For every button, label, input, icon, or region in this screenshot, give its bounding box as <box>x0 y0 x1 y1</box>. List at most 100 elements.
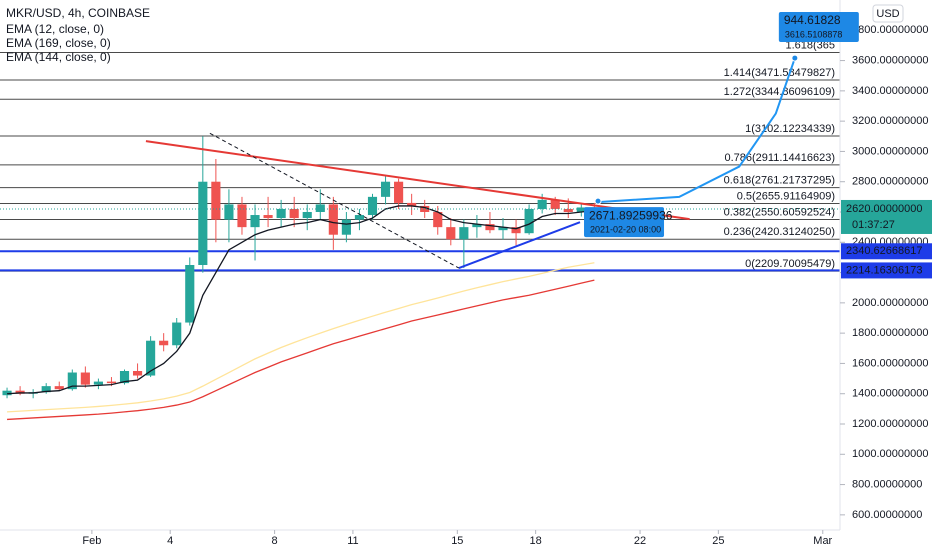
candle-body <box>459 227 469 240</box>
y-tick-label: 1000.00000000 <box>852 448 928 460</box>
chart-title: MKR/USD, 4h, COINBASE <box>6 6 150 20</box>
candle-body <box>172 322 182 346</box>
candle-body <box>420 205 430 212</box>
x-tick-label: 4 <box>167 535 173 547</box>
tooltip-sub: 3616.5108878 <box>785 29 843 39</box>
candle-body <box>550 199 560 209</box>
fib-label: 0.236(2420.31240250) <box>724 226 835 238</box>
tooltip-sub: 2021-02-20 08:00 <box>590 224 661 234</box>
tooltip-box <box>778 12 859 42</box>
x-tick-label: 11 <box>347 535 358 547</box>
candle-body <box>80 372 90 385</box>
candle-body <box>250 215 260 228</box>
candle-body <box>302 212 312 219</box>
price-level-label: 2340.62668617 <box>846 245 922 257</box>
candle-body <box>198 181 208 265</box>
fib-label: 0.618(2761.21737295) <box>724 174 835 186</box>
tooltip-point <box>594 197 602 205</box>
y-tick-label: 1600.00000000 <box>852 357 928 369</box>
fib-label: 1.618(365 <box>785 39 835 51</box>
ema-line <box>7 262 595 413</box>
candle-body <box>289 208 299 219</box>
current-price-box <box>841 199 932 234</box>
price-level-box <box>841 243 932 260</box>
candle-body <box>41 386 51 393</box>
candle-body <box>511 227 521 234</box>
legend-entry: EMA (12, close, 0) <box>6 22 104 36</box>
candle-body <box>472 224 482 228</box>
candle-body <box>67 372 77 390</box>
y-tick-label: 2000.00000000 <box>852 297 928 309</box>
y-tick-label: 3600.00000000 <box>852 54 928 66</box>
candle-body <box>394 181 404 203</box>
fib-label: 0(2209.70095479) <box>745 258 835 270</box>
legend-entry: EMA (144, close, 0) <box>6 50 111 64</box>
x-tick-label: 22 <box>634 535 646 547</box>
y-tick-label: 800.00000000 <box>852 478 922 490</box>
y-tick-label: 3400.00000000 <box>852 85 928 97</box>
trendline <box>209 132 460 269</box>
candle-body <box>263 215 273 219</box>
tooltip-value: 2671.89259936 <box>589 208 673 222</box>
candle-body <box>15 390 25 394</box>
x-tick-label: Feb <box>82 535 101 547</box>
y-tick-label: 600.00000000 <box>852 509 922 521</box>
tooltip-point <box>791 54 799 62</box>
candle-body <box>2 390 12 396</box>
candle-body <box>446 227 456 240</box>
trendline <box>597 57 796 204</box>
currency-box <box>872 4 904 23</box>
candle-body <box>106 381 117 384</box>
x-tick-label: 15 <box>451 535 463 547</box>
fib-label: 1.414(3471.58479827) <box>724 67 835 79</box>
countdown: 01:37:27 <box>852 219 895 231</box>
fib-label: 1(3102.12234339) <box>745 123 835 135</box>
legend-entry: EMA (169, close, 0) <box>6 36 111 50</box>
fib-label: 0.5(2655.91164909) <box>737 190 835 202</box>
candle-body <box>315 204 325 212</box>
y-tick-label: 3800.00000000 <box>852 24 928 36</box>
y-tick-label: 3000.00000000 <box>852 145 928 157</box>
candle-body <box>485 224 495 231</box>
ema-line <box>7 279 595 421</box>
tooltip-box <box>584 207 665 238</box>
trendline <box>458 221 581 269</box>
price-level-label: 2214.16306173 <box>846 264 922 276</box>
candle-body <box>328 204 338 235</box>
candle-body <box>146 340 156 376</box>
x-tick-label: 8 <box>272 535 278 547</box>
candle-body <box>407 202 417 206</box>
plot-area: 1.618(365 1.414(3471.58479827) 1.272(3344.… <box>0 39 840 421</box>
candle-body <box>433 212 443 228</box>
candle-body <box>537 199 547 209</box>
currency: USD <box>876 8 899 20</box>
candle-body <box>132 371 143 376</box>
candle-body <box>367 196 378 216</box>
candle-body <box>185 265 195 323</box>
candle-body <box>524 208 534 234</box>
x-tick-label: Mar <box>813 535 832 547</box>
candle-body <box>93 381 103 385</box>
candle-body <box>498 227 508 231</box>
fib-label: 0.382(2550.60592524) <box>724 206 835 218</box>
fib-label: 1.272(3344.86096109) <box>724 86 835 98</box>
candle-body <box>224 204 234 220</box>
price-level-box <box>841 262 932 279</box>
x-tick-label: 18 <box>530 535 542 547</box>
y-tick-label: 1200.00000000 <box>852 418 928 430</box>
ema-line <box>7 205 595 395</box>
current-price-label: 2620.00000000 <box>846 203 922 215</box>
y-tick-label: 1400.00000000 <box>852 388 928 400</box>
candle-body <box>354 215 365 220</box>
fib-label: 0.786(2911.14416623) <box>724 152 835 164</box>
candle-body <box>341 219 351 235</box>
candle-body <box>276 208 286 219</box>
candle-body <box>211 181 221 220</box>
trendline <box>145 140 690 221</box>
candle-body <box>54 386 64 390</box>
y-tick-label: 1800.00000000 <box>852 327 928 339</box>
y-tick-label: 2800.00000000 <box>852 176 928 188</box>
x-tick-label: 25 <box>712 535 724 547</box>
